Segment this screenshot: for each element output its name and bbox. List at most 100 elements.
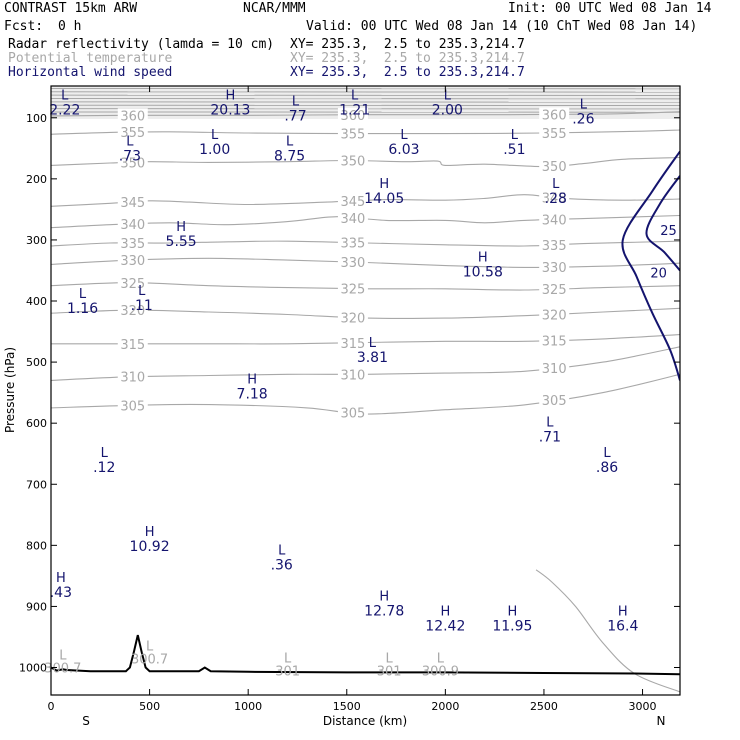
wind-extremum-value: 10.58 bbox=[463, 264, 503, 280]
wind-extremum-marker: L bbox=[444, 88, 452, 103]
x-tick-label: 2000 bbox=[431, 700, 459, 713]
theta-contour-label: 355 bbox=[120, 126, 145, 141]
theta-contour-label: 320 bbox=[542, 308, 567, 323]
y-axis-title: Pressure (hPa) bbox=[3, 347, 17, 433]
wind-extremum-marker: L bbox=[286, 134, 294, 149]
theta-label-bg bbox=[117, 303, 148, 318]
wind-extremum-marker: L bbox=[369, 336, 377, 351]
wind-extremum-marker: L bbox=[546, 415, 554, 430]
wind-contour-25 bbox=[645, 175, 680, 272]
theta-contour-label: 305 bbox=[341, 407, 366, 422]
theta-label-bg bbox=[539, 237, 570, 252]
theta-label-bg bbox=[337, 367, 368, 382]
wind-extremum-value: 5.55 bbox=[166, 234, 197, 250]
wind-extremum-value: 3.81 bbox=[357, 350, 388, 366]
wind-extremum-value: .73 bbox=[119, 148, 141, 164]
init-time: Init: 00 UTC Wed 08 Jan 14 bbox=[508, 1, 712, 16]
center-label: NCAR/MMM bbox=[243, 1, 306, 16]
wind-extremum-value: 2.22 bbox=[49, 102, 80, 118]
surface-theta-label: 300.7 bbox=[131, 652, 168, 667]
wind-contour-20 bbox=[621, 150, 680, 381]
wind-extremum-marker: L bbox=[603, 446, 611, 461]
theta-label-bg bbox=[337, 126, 368, 141]
wind-contour-label: 20 bbox=[650, 267, 667, 282]
wind-extremum-marker: L bbox=[138, 284, 146, 299]
surface-theta-label: 300.9 bbox=[422, 665, 459, 680]
theta-label-bg bbox=[117, 108, 148, 123]
field-theta: Potential temperature bbox=[8, 51, 173, 66]
wind-extremum-value: .43 bbox=[50, 585, 72, 601]
wind-extremum-value: .11 bbox=[131, 298, 153, 314]
wind-extremum-value: .86 bbox=[596, 460, 618, 476]
theta-label-bg bbox=[117, 235, 148, 250]
wind-extremum-marker: H bbox=[379, 177, 389, 192]
y-tick-label: 100 bbox=[26, 112, 47, 125]
x-tick-label: 1500 bbox=[333, 700, 361, 713]
wind-extremum-value: .12 bbox=[93, 460, 115, 476]
field-wind: Horizontal wind speed bbox=[8, 65, 173, 80]
field-theta-xy: XY= 235.3, 2.5 to 235.3,214.7 bbox=[290, 51, 525, 66]
theta-contour-label: 325 bbox=[341, 283, 366, 298]
theta-label-bg bbox=[117, 253, 148, 268]
wind-extremum-value: .51 bbox=[503, 142, 525, 158]
wind-extremum-marker: H bbox=[440, 605, 450, 620]
wind-extremum-value: 16.4 bbox=[607, 619, 638, 635]
theta-label-bg bbox=[539, 333, 570, 348]
wind-extremum-marker: L bbox=[351, 88, 359, 103]
wind-extremum-value: .71 bbox=[539, 429, 561, 445]
terrain-line bbox=[51, 634, 680, 676]
surface-theta-label: 301 bbox=[275, 665, 300, 680]
theta-label-bg bbox=[337, 153, 368, 168]
theta-contour-label: 320 bbox=[341, 311, 366, 326]
theta-contour-label: 360 bbox=[542, 108, 567, 123]
field-wind-xy: XY= 235.3, 2.5 to 235.3,214.7 bbox=[290, 65, 525, 80]
wind-extremum-marker: L bbox=[552, 177, 560, 192]
fcst-label: Fcst: bbox=[4, 19, 44, 34]
wind-extremum-value: 8.75 bbox=[274, 148, 305, 164]
theta-label-bg bbox=[117, 275, 148, 290]
theta-contour-label: 340 bbox=[120, 218, 145, 233]
theta-contour-label: 355 bbox=[542, 127, 567, 142]
theta-label-bg bbox=[117, 398, 148, 413]
wind-extremum-value: .26 bbox=[572, 112, 594, 128]
theta-label-bg bbox=[539, 212, 570, 227]
surface-min-marker: L bbox=[284, 652, 292, 667]
theta-label-bg bbox=[337, 255, 368, 270]
theta-label-bg bbox=[117, 369, 148, 384]
wind-extremum-marker: L bbox=[126, 134, 134, 149]
x-tick-label: 1000 bbox=[234, 700, 262, 713]
theta-contour-350 bbox=[51, 156, 680, 168]
theta-contour-340 bbox=[51, 214, 680, 229]
theta-label-bg bbox=[337, 107, 368, 122]
wind-extremum-marker: H bbox=[618, 605, 628, 620]
y-tick-label: 1000 bbox=[19, 662, 47, 675]
theta-contour-label: 355 bbox=[341, 128, 366, 143]
theta-contour-label: 315 bbox=[341, 337, 366, 352]
theta-contour-label: 340 bbox=[542, 213, 567, 228]
theta-contour-label: 335 bbox=[341, 237, 366, 252]
theta-contour-label: 360 bbox=[120, 109, 145, 124]
theta-contour-label: 310 bbox=[341, 368, 366, 383]
fcst-value: 0 h bbox=[58, 19, 82, 34]
theta-label-bg bbox=[117, 125, 148, 140]
theta-contour-300.9 bbox=[535, 569, 680, 693]
theta-contour-label: 330 bbox=[341, 256, 366, 271]
surface-min-marker: L bbox=[437, 652, 445, 667]
theta-contour-label: 310 bbox=[120, 371, 145, 386]
wind-extremum-marker: L bbox=[511, 128, 519, 143]
theta-contour-label: 335 bbox=[120, 237, 145, 252]
valid-time: Valid: 00 UTC Wed 08 Jan 14 (10 ChT Wed … bbox=[306, 19, 698, 34]
theta-contour-label: 345 bbox=[542, 192, 567, 207]
x-tick-label: 2500 bbox=[530, 700, 558, 713]
wind-extremum-marker: L bbox=[79, 287, 87, 302]
surface-min-marker: L bbox=[59, 649, 67, 664]
wind-extremum-value: 2.00 bbox=[432, 102, 463, 118]
wind-extremum-value: 20.13 bbox=[210, 102, 250, 118]
plot-frame bbox=[50, 85, 681, 696]
wind-extremum-marker: L bbox=[278, 544, 286, 559]
theta-contour-label: 350 bbox=[120, 156, 145, 171]
y-tick-label: 200 bbox=[26, 173, 47, 186]
wind-extremum-marker: H bbox=[176, 220, 186, 235]
theta-contour-label: 330 bbox=[542, 261, 567, 276]
theta-label-bg bbox=[539, 158, 570, 173]
